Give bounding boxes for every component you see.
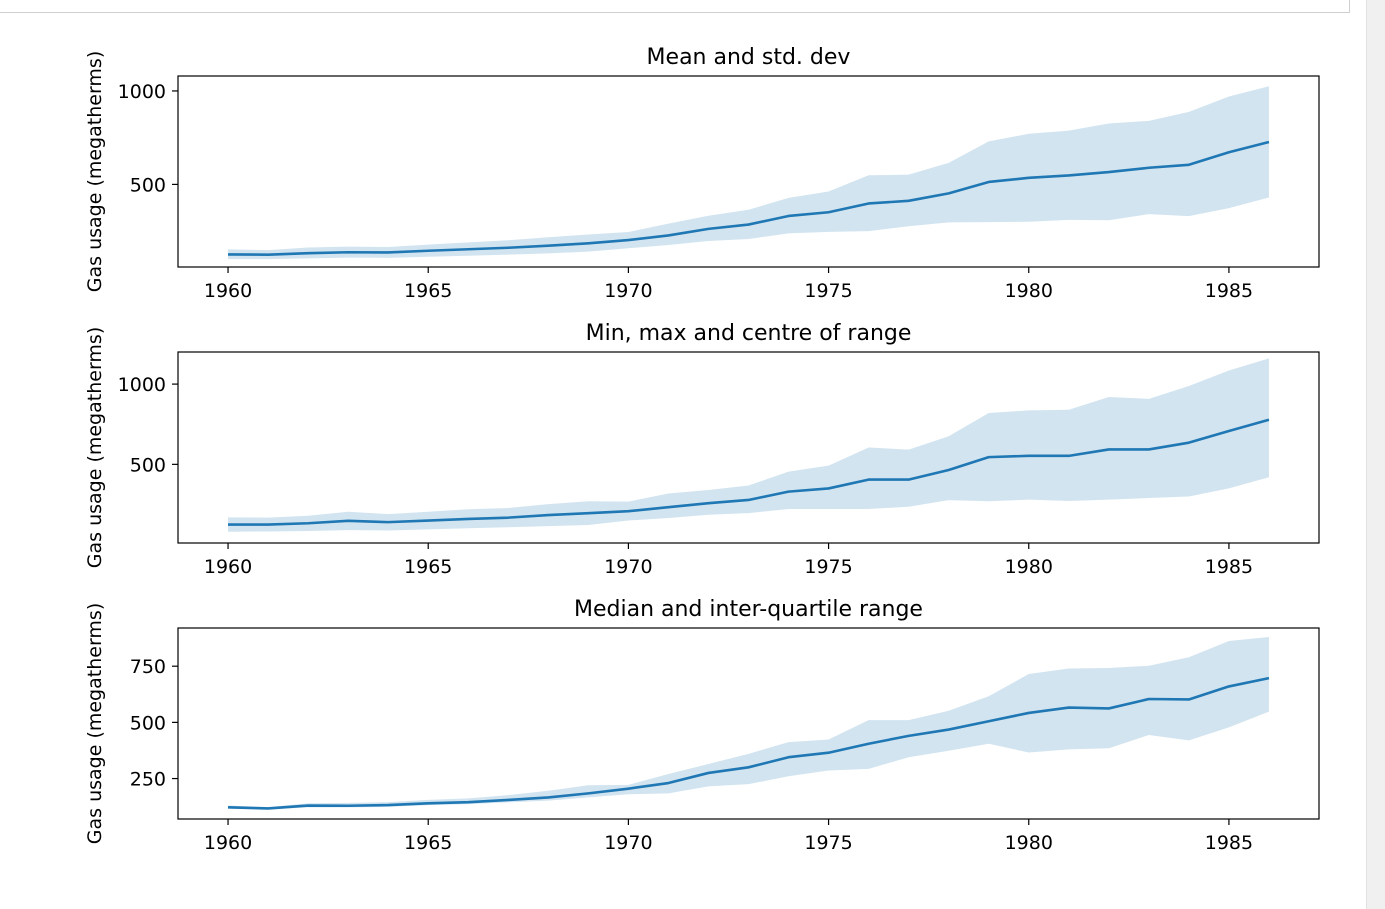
x-tick-label: 1980 (1005, 556, 1053, 578)
x-tick-label: 1980 (1005, 280, 1053, 302)
x-tick-label: 1975 (804, 280, 852, 302)
y-axis-label-1: Gas usage (megatherms) (84, 51, 106, 292)
y-tick-label: 1000 (118, 81, 166, 103)
x-tick-label: 1970 (604, 832, 652, 854)
y-tick-label: 750 (130, 656, 166, 678)
scrollbar[interactable] (1366, 0, 1385, 909)
subplot-title-3: Median and inter-quartile range (574, 597, 923, 622)
y-tick-label: 1000 (118, 374, 166, 396)
y-tick-label: 250 (130, 769, 166, 791)
subplot-3: 1960 1965 1970 1975 1980 1985 250 500 750 Median … (84, 597, 1320, 854)
series-line-3-1 (228, 676, 1270, 810)
axes-frame-3 (177, 627, 1320, 820)
band-1-1 (228, 86, 1269, 260)
notebook-cell-border (0, 0, 1350, 13)
series-line-2-1 (228, 418, 1270, 526)
axes-frame-1 (177, 75, 1320, 268)
subplot-1: 1960 1965 1970 1975 1980 1985 500 1000 Mean and … (84, 45, 1320, 302)
x-tick-label: 1965 (404, 556, 452, 578)
x-tick-label: 1960 (204, 556, 252, 578)
y-tick-label: 500 (130, 712, 166, 734)
x-tick-label: 1985 (1205, 556, 1253, 578)
x-tick-label: 1975 (804, 832, 852, 854)
y-tick-label: 500 (130, 454, 166, 476)
band-3-1 (228, 636, 1269, 810)
subplot-2: 1960 1965 1970 1975 1980 1985 500 1000 Min, max … (84, 321, 1320, 578)
x-tick-label: 1970 (604, 556, 652, 578)
y-tick-label: 500 (130, 174, 166, 196)
subplot-title-2: Min, max and centre of range (586, 321, 912, 346)
x-tick-label: 1970 (604, 280, 652, 302)
y-axis-label-2: Gas usage (megatherms) (84, 327, 106, 568)
y-axis-label-3: Gas usage (megatherms) (84, 603, 106, 844)
x-tick-label: 1985 (1205, 280, 1253, 302)
band-2-1 (228, 358, 1269, 532)
series-line-1-1 (228, 140, 1270, 256)
x-tick-label: 1960 (204, 832, 252, 854)
x-tick-label: 1960 (204, 280, 252, 302)
x-tick-label: 1980 (1005, 832, 1053, 854)
x-tick-label: 1985 (1205, 832, 1253, 854)
x-tick-label: 1965 (404, 832, 452, 854)
subplot-title-1: Mean and std. dev (647, 45, 851, 70)
axes-frame-2 (177, 351, 1320, 544)
x-tick-label: 1965 (404, 280, 452, 302)
x-tick-label: 1975 (804, 556, 852, 578)
